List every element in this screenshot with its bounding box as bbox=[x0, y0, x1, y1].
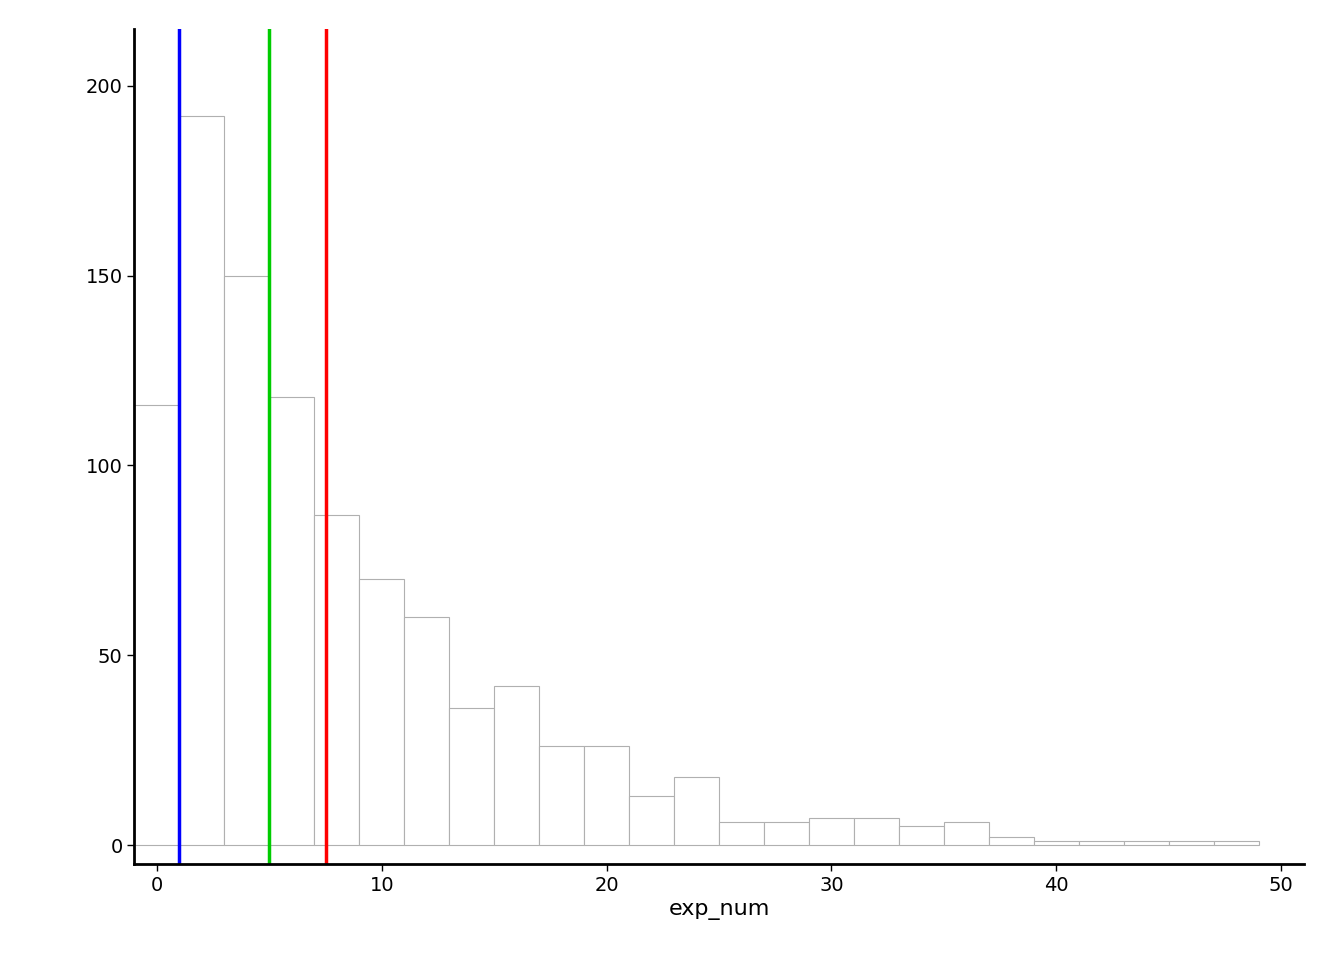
Bar bbox=[853, 819, 899, 845]
Bar bbox=[943, 822, 989, 845]
Bar bbox=[269, 397, 314, 845]
Bar bbox=[1169, 841, 1214, 845]
Bar bbox=[449, 708, 495, 845]
Bar bbox=[675, 777, 719, 845]
Bar bbox=[763, 822, 809, 845]
Bar bbox=[495, 685, 539, 845]
Bar bbox=[1034, 841, 1079, 845]
Bar bbox=[134, 405, 179, 845]
Bar bbox=[899, 826, 943, 845]
Bar bbox=[1079, 841, 1124, 845]
Bar bbox=[1124, 841, 1169, 845]
Bar bbox=[314, 515, 359, 845]
Bar bbox=[1214, 841, 1259, 845]
Bar bbox=[179, 116, 224, 845]
Bar bbox=[629, 796, 675, 845]
Bar bbox=[809, 819, 853, 845]
Bar bbox=[359, 579, 405, 845]
X-axis label: exp_num: exp_num bbox=[668, 900, 770, 921]
Bar bbox=[719, 822, 763, 845]
Bar bbox=[989, 837, 1034, 845]
Bar bbox=[585, 746, 629, 845]
Bar bbox=[539, 746, 585, 845]
Bar bbox=[405, 617, 449, 845]
Bar bbox=[224, 276, 269, 845]
